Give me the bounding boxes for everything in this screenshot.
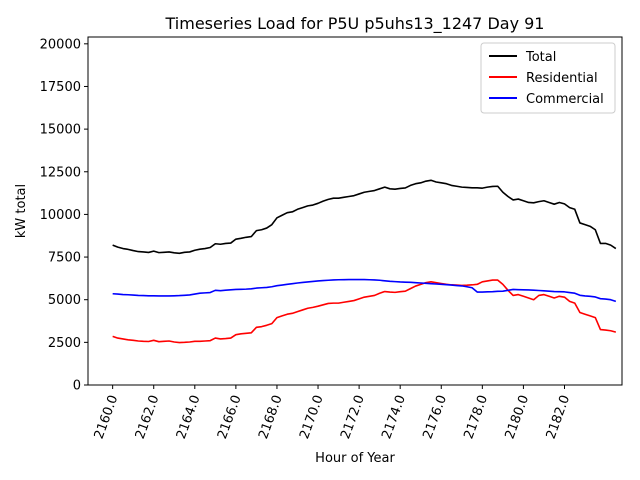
- y-tick-label: 7500: [48, 251, 81, 266]
- plot-frame: [87, 36, 623, 386]
- x-tick-label: 2166.0: [215, 393, 245, 441]
- x-tick-label: 2174.0: [379, 393, 409, 441]
- y-tick-label: 20000: [40, 37, 81, 52]
- legend-label-total: Total: [525, 50, 556, 65]
- x-tick-label: 2178.0: [461, 393, 491, 441]
- x-axis: 2160.0 2162.0 2164.0 2166.0 2168.0 2170.0 2172…: [92, 385, 574, 441]
- x-tick-label: 2164.0: [174, 393, 204, 441]
- x-tick-label: 2182.0: [544, 393, 574, 441]
- x-tick-label: 2170.0: [297, 393, 327, 441]
- legend: Total Residential Commercial: [480, 42, 616, 114]
- y-tick-label: 17500: [40, 80, 81, 95]
- series-line-residential: [112, 279, 617, 344]
- y-tick-label: 2500: [48, 336, 81, 351]
- x-tick-label: 2168.0: [256, 393, 286, 441]
- y-axis: 0 2500 5000 7500 10000 12500 15000 17500 20000: [40, 37, 88, 394]
- x-axis-label: Hour of Year: [315, 451, 395, 466]
- legend-label-residential: Residential: [526, 71, 598, 86]
- x-tick-label: 2160.0: [92, 393, 122, 441]
- plot-area: [87, 36, 623, 386]
- chart-title: Timeseries Load for P5U p5uhs13_1247 Day…: [165, 14, 545, 34]
- y-tick-label: 10000: [40, 208, 81, 223]
- y-tick-label: 0: [73, 379, 81, 394]
- series-line-commercial: [112, 278, 617, 303]
- x-tick-label: 2176.0: [420, 393, 450, 441]
- x-tick-label: 2172.0: [338, 393, 368, 441]
- y-tick-label: 5000: [48, 293, 81, 308]
- legend-box: [480, 42, 616, 114]
- series-line-total: [112, 179, 617, 255]
- x-tick-label: 2162.0: [133, 393, 163, 441]
- y-tick-label: 12500: [40, 165, 81, 180]
- legend-label-commercial: Commercial: [526, 92, 604, 107]
- x-tick-label: 2180.0: [503, 393, 533, 441]
- y-axis-label: kW total: [14, 184, 29, 238]
- y-tick-label: 15000: [40, 123, 81, 138]
